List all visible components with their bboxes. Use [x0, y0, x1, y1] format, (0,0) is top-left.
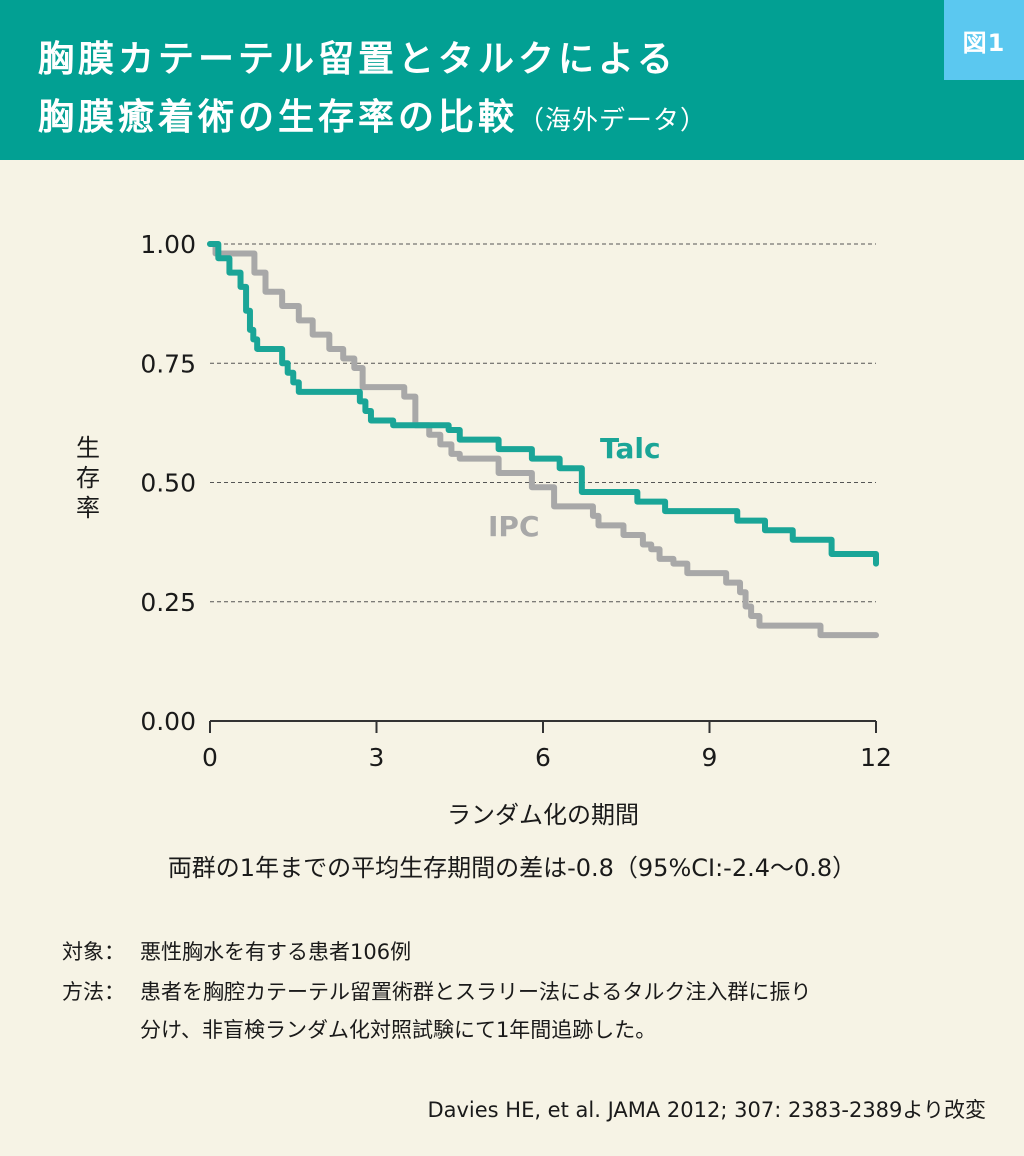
method-row-continued: 分け、非盲検ランダム化対照試験にて1年間追跡した。	[62, 1014, 656, 1044]
y-tick-label: 0.00	[140, 707, 196, 736]
figure-badge: 図1	[944, 0, 1024, 80]
citation: Davies HE, et al. JAMA 2012; 307: 2383-2…	[427, 1098, 986, 1122]
method-row: 方法： 患者を胸腔カテーテル留置術群とスラリー法によるタルク注入群に振り	[62, 976, 811, 1006]
page-title-main: 胸膜癒着術の生存率の比較	[38, 97, 519, 138]
target-label: 対象：	[62, 940, 125, 964]
x-tick-label: 12	[860, 743, 892, 772]
header-banner: 胸膜カテーテル留置とタルクによる 胸膜癒着術の生存率の比較（海外データ） 図1	[0, 0, 1024, 160]
y-tick-label: 1.00	[140, 230, 196, 259]
target-text: 悪性胸水を有する患者106例	[140, 940, 412, 964]
x-tick-label: 3	[369, 743, 385, 772]
x-tick-label: 9	[702, 743, 718, 772]
y-axis-label: 生存率	[76, 434, 100, 522]
series-line-ipc	[207, 241, 879, 639]
y-tick-label: 0.50	[140, 469, 196, 498]
page-title-sub: （海外データ）	[518, 106, 708, 136]
target-row: 対象： 悪性胸水を有する患者106例	[62, 936, 411, 966]
series-label-talc: Talc	[600, 432, 661, 465]
x-axis-label: ランダム化の期間	[447, 801, 639, 829]
survival-chart: 0.00 0.25 0.50 0.75 1.00 0 3 6 9 12 ランダム化の期間 生存率 IPC…	[76, 230, 892, 829]
method-text-line1: 患者を胸腔カテーテル留置術群とスラリー法によるタルク注入群に振り	[140, 980, 812, 1004]
page-title-line1: 胸膜カテーテル留置とタルクによる	[38, 39, 677, 80]
page-title-line2: 胸膜癒着術の生存率の比較（海外データ）	[38, 88, 707, 140]
y-tick-label: 0.75	[140, 349, 196, 378]
x-tick-label: 0	[202, 743, 218, 772]
y-tick-label: 0.25	[140, 588, 196, 617]
method-label: 方法：	[62, 980, 125, 1004]
series-label-ipc: IPC	[488, 510, 540, 543]
survival-difference-note: 両群の1年までの平均生存期間の差は-0.8（95%CI:-2.4～0.8）	[167, 854, 857, 882]
method-text-line2: 分け、非盲検ランダム化対照試験にて1年間追跡した。	[140, 1018, 657, 1042]
series-line-talc	[207, 241, 879, 567]
x-tick-label: 6	[535, 743, 551, 772]
